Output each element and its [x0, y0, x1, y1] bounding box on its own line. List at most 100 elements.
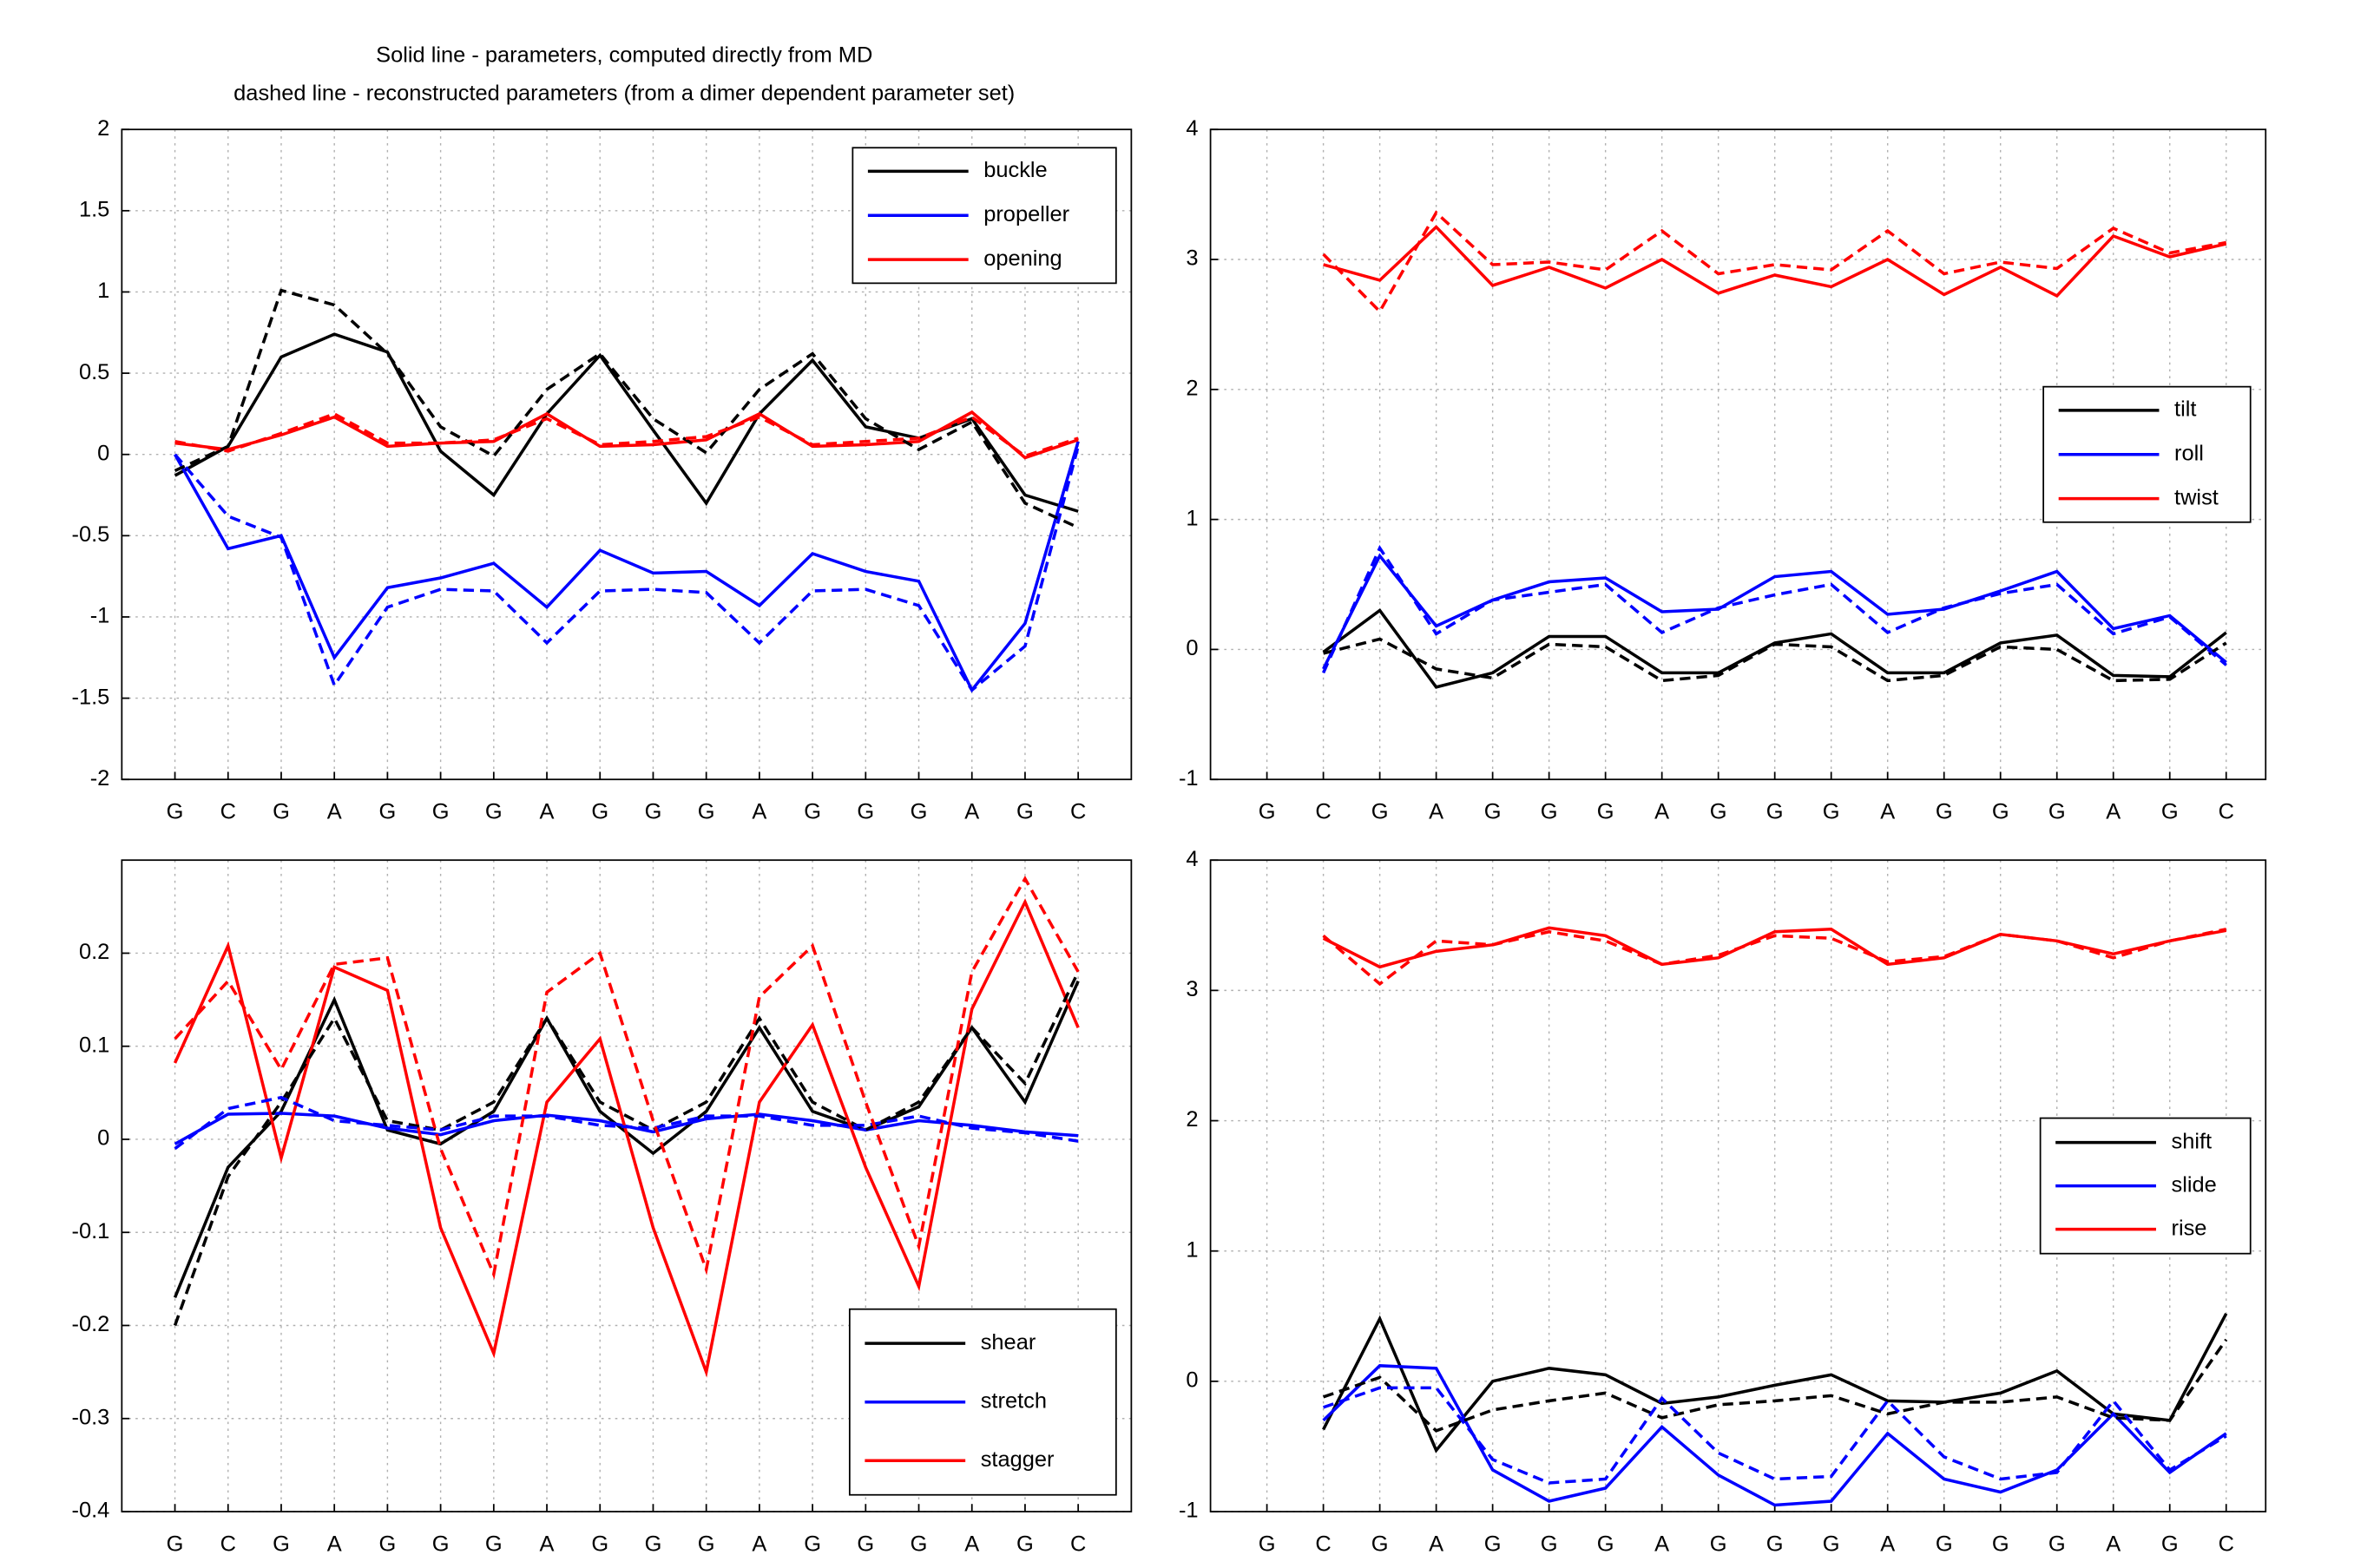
axes-frame [121, 128, 1133, 781]
x-tick-label: A [752, 1532, 766, 1556]
x-tick-label: G [1016, 800, 1034, 824]
y-tick-label: -0.3 [71, 1405, 109, 1429]
y-tick-label: 2 [1186, 1107, 1198, 1132]
y-tick-label: 0 [97, 1126, 109, 1151]
x-tick-label: G [432, 1532, 450, 1556]
x-tick-label: G [911, 1532, 928, 1556]
series-line [174, 876, 1080, 1280]
x-tick-label: G [1371, 1532, 1389, 1556]
axes-frame [121, 859, 1133, 1512]
y-tick-label: 0 [97, 441, 109, 465]
series-line [1322, 928, 2227, 987]
x-tick-label: G [804, 800, 821, 824]
y-tick-label: 3 [1186, 246, 1198, 271]
legend-label: propeller [983, 202, 1069, 226]
axes-frame [1209, 859, 2267, 1512]
x-tick-label: G [698, 1532, 715, 1556]
x-tick-label: G [379, 1532, 397, 1556]
legend-label: twist [2174, 485, 2219, 509]
y-tick-label: -0.4 [71, 1499, 109, 1523]
series-line [1323, 1338, 2228, 1433]
x-tick-label: G [1823, 800, 1840, 824]
y-tick-label: 0.5 [79, 360, 109, 384]
series-line [174, 1095, 1079, 1151]
series-line [174, 288, 1079, 529]
x-tick-label: A [1654, 1532, 1669, 1556]
y-tick-label: 4 [1186, 847, 1198, 871]
y-tick-label: 0.2 [79, 940, 109, 964]
x-tick-label: G [1710, 1532, 1727, 1556]
series-line [173, 971, 1080, 1327]
x-tick-label: A [1429, 800, 1443, 824]
y-tick-label: 0.1 [79, 1033, 109, 1057]
x-tick-label: G [1823, 1532, 1840, 1556]
x-tick-label: G [1936, 1532, 1953, 1556]
y-tick-label: -1 [1179, 1499, 1199, 1523]
x-tick-label: G [1597, 800, 1614, 824]
x-tick-label: A [2106, 800, 2121, 824]
x-tick-label: G [591, 1532, 608, 1556]
y-tick-label: 2 [97, 116, 109, 141]
x-tick-label: A [964, 1532, 979, 1556]
series-line [1322, 544, 2227, 674]
y-tick-label: 1 [1186, 1237, 1198, 1262]
x-tick-label: G [273, 1532, 290, 1556]
x-tick-label: G [857, 1532, 874, 1556]
y-tick-label: -0.2 [71, 1312, 109, 1336]
x-tick-label: G [167, 800, 184, 824]
series-line [1323, 1386, 2227, 1485]
y-tick-label: -1.5 [71, 685, 109, 709]
series-line [174, 445, 1080, 692]
x-tick-label: G [1016, 1532, 1034, 1556]
x-tick-label: A [1654, 800, 1669, 824]
axes-frame [1209, 128, 2267, 781]
x-tick-label: A [327, 800, 342, 824]
x-tick-label: C [220, 1532, 236, 1556]
x-tick-label: G [1484, 800, 1502, 824]
series-line [1323, 637, 2227, 683]
series-line [173, 898, 1080, 1378]
x-tick-label: G [804, 1532, 821, 1556]
y-tick-label: 1.5 [79, 198, 109, 222]
x-tick-label: A [1429, 1532, 1443, 1556]
x-tick-label: A [1880, 800, 1895, 824]
y-tick-label: 1 [1186, 506, 1198, 530]
y-tick-label: 0 [1186, 1368, 1198, 1393]
x-tick-label: G [1259, 1532, 1276, 1556]
title-line: Solid line - parameters, computed direct… [376, 43, 872, 68]
x-tick-label: G [485, 800, 503, 824]
y-tick-label: 0 [1186, 636, 1198, 660]
x-tick-label: G [1484, 1532, 1502, 1556]
x-tick-label: G [1371, 800, 1389, 824]
y-tick-label: -1 [90, 604, 110, 628]
x-tick-label: G [698, 800, 715, 824]
x-tick-label: G [1259, 800, 1276, 824]
x-tick-label: G [1541, 800, 1558, 824]
x-tick-label: A [540, 800, 555, 824]
x-tick-label: G [1936, 800, 1953, 824]
series-line [174, 441, 1080, 693]
x-tick-label: G [1992, 1532, 2009, 1556]
legend-label: stagger [981, 1447, 1055, 1472]
x-tick-label: G [432, 800, 450, 824]
x-tick-label: G [645, 800, 662, 824]
series-line [1322, 1312, 2228, 1453]
x-tick-label: C [1070, 1532, 1086, 1556]
x-tick-label: A [964, 800, 979, 824]
x-tick-label: A [1880, 1532, 1895, 1556]
legend-label: rise [2171, 1216, 2206, 1240]
x-tick-label: G [1766, 1532, 1784, 1556]
x-tick-label: G [2048, 800, 2066, 824]
x-tick-label: A [327, 1532, 342, 1556]
y-tick-label: -2 [90, 766, 110, 791]
legend-box [848, 1308, 1117, 1496]
x-tick-label: G [1541, 1532, 1558, 1556]
legend-label: opening [983, 246, 1062, 271]
y-tick-label: -0.5 [71, 522, 109, 547]
x-tick-label: G [1710, 800, 1727, 824]
series-line [174, 410, 1079, 460]
y-tick-label: 4 [1186, 116, 1198, 141]
x-tick-label: G [857, 800, 874, 824]
x-tick-label: C [220, 800, 236, 824]
